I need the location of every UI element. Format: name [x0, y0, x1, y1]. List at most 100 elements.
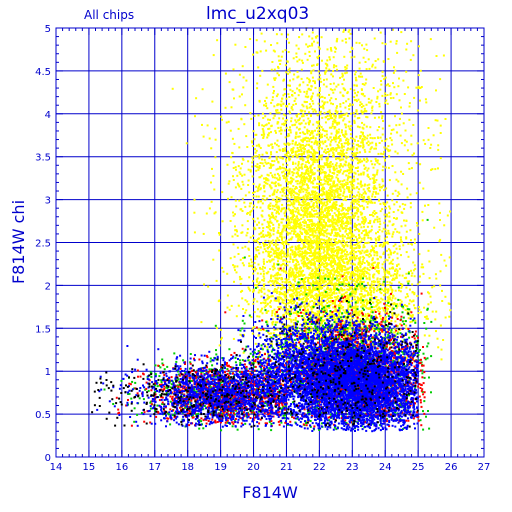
data-point	[311, 287, 314, 290]
data-point	[252, 182, 255, 185]
data-point	[297, 113, 300, 115]
data-point	[324, 260, 327, 263]
data-point	[340, 114, 343, 117]
data-point	[392, 245, 395, 248]
data-point	[318, 88, 321, 91]
data-point	[319, 208, 322, 211]
data-point	[284, 311, 287, 314]
data-point	[338, 164, 341, 167]
data-point	[273, 114, 276, 117]
data-point	[299, 214, 302, 217]
data-point	[347, 281, 350, 284]
data-point	[353, 222, 356, 225]
data-point	[362, 271, 365, 273]
data-point	[271, 207, 274, 210]
data-point	[300, 179, 303, 182]
data-point	[329, 254, 332, 257]
data-point	[333, 166, 336, 169]
data-point	[334, 218, 337, 221]
data-point	[348, 236, 351, 239]
data-point	[310, 151, 313, 154]
data-point	[330, 188, 333, 191]
data-point	[313, 172, 316, 175]
data-point	[352, 207, 355, 210]
data-point	[280, 269, 283, 272]
data-point	[347, 221, 350, 224]
data-point	[318, 245, 321, 248]
data-point	[365, 115, 368, 118]
data-point	[319, 324, 322, 327]
data-point	[320, 278, 323, 281]
data-point	[310, 147, 313, 150]
data-point	[277, 231, 280, 234]
data-point	[406, 295, 409, 298]
data-point	[335, 106, 338, 109]
data-point	[304, 238, 307, 240]
data-point	[263, 306, 266, 309]
data-point	[257, 291, 260, 294]
data-point	[304, 198, 307, 201]
data-point	[314, 186, 317, 189]
data-point	[329, 339, 331, 341]
data-point	[367, 241, 370, 244]
data-point	[276, 189, 279, 192]
data-point	[264, 115, 267, 118]
data-point	[323, 241, 326, 244]
data-point	[379, 317, 382, 320]
data-point	[293, 327, 296, 330]
data-point	[303, 90, 306, 93]
data-point	[304, 314, 307, 317]
data-point	[301, 285, 304, 288]
data-point	[345, 212, 348, 215]
data-point	[330, 194, 333, 197]
data-point	[277, 260, 279, 263]
data-point	[328, 232, 331, 235]
data-point	[263, 298, 266, 301]
data-point	[353, 178, 356, 181]
data-point	[300, 217, 303, 220]
data-point	[376, 266, 379, 269]
data-point	[280, 235, 283, 238]
data-point	[256, 223, 259, 226]
data-point	[331, 176, 334, 179]
data-point	[294, 187, 296, 190]
data-point	[322, 211, 324, 214]
data-point	[288, 171, 291, 174]
data-point	[332, 120, 335, 123]
data-point	[320, 136, 323, 139]
data-point	[271, 211, 274, 214]
data-point	[328, 259, 330, 261]
data-point	[211, 167, 213, 170]
data-point	[275, 158, 278, 161]
data-point	[334, 109, 337, 112]
data-point	[304, 179, 307, 182]
data-point	[341, 316, 344, 319]
data-point	[309, 197, 312, 200]
data-point	[253, 269, 256, 272]
data-point	[241, 224, 244, 227]
data-point	[302, 119, 305, 122]
data-point	[313, 255, 316, 258]
data-point	[341, 180, 344, 183]
data-point	[312, 307, 315, 310]
data-point	[331, 228, 334, 231]
data-point	[366, 49, 369, 52]
data-point	[344, 321, 347, 324]
data-point	[289, 273, 292, 276]
data-point	[383, 150, 386, 153]
data-point	[275, 111, 278, 114]
data-point	[307, 202, 310, 204]
data-point	[404, 203, 407, 206]
data-point	[368, 293, 371, 296]
data-point	[334, 98, 337, 101]
data-point	[246, 300, 249, 303]
data-point	[226, 306, 229, 309]
data-point	[354, 302, 357, 305]
data-point	[221, 191, 224, 194]
data-point	[392, 274, 395, 277]
data-point	[327, 219, 330, 222]
data-point	[367, 272, 370, 275]
data-point	[304, 206, 307, 209]
data-point	[386, 236, 388, 239]
data-point	[267, 239, 270, 242]
